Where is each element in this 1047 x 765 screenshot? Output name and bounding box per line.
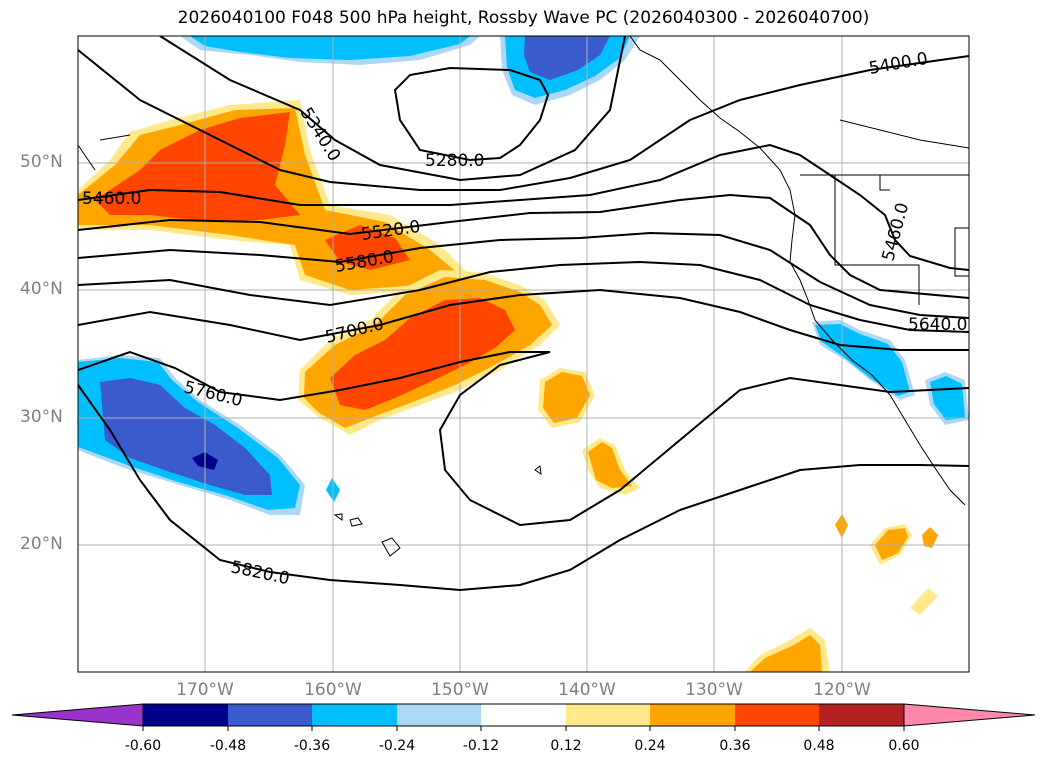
positive-anomaly-region [922,527,938,548]
contour-5400 [78,49,969,191]
contour-5760 [78,350,969,527]
lat-label: 40°N [20,279,63,299]
lon-label: 120°W [813,680,871,700]
colorbar-tick-label: -0.36 [293,738,331,754]
colorbar-tick-label: -0.60 [124,738,162,754]
contour-5280 [393,66,550,162]
colorbar-segment [735,704,819,726]
colorbar-tick-label: -0.12 [462,738,500,754]
colorbar-extend-right [903,703,1036,727]
height-contours [78,36,969,592]
colorbar-extend-left [11,703,144,727]
colorbar-tick-label: 0.12 [550,738,582,754]
positive-anomaly-region [588,442,632,488]
negative-anomaly-region [100,378,272,495]
lat-label: 20°N [20,534,63,554]
colorbar-tick-label: 0.24 [634,738,666,754]
contour-label: 5460.0 [82,189,141,209]
colorbar-segment [481,704,566,726]
positive-anomaly-region [875,528,908,560]
lon-label: 170°W [176,680,234,700]
contour-5820 [78,384,969,592]
map-title: 2026040100 F048 500 hPa height, Rossby W… [177,8,870,28]
contour-label: 5280.0 [425,151,484,171]
negative-anomaly-region [815,324,910,396]
contour-5460 [78,143,969,271]
contour-5580 [78,231,969,319]
colorbar-segment [228,704,312,726]
colorbar-segment [650,704,735,726]
negative-anomaly-region [524,36,610,80]
lon-label: 130°W [685,680,743,700]
positive-anomaly-region [543,372,590,423]
colorbar-segment [819,704,904,726]
colorbar [11,703,1036,731]
contour-5340 [159,36,626,182]
lat-label: 50°N [20,152,63,172]
colorbar-segment [566,704,650,726]
contour-5520 [78,193,969,299]
positive-anomaly-region [910,588,938,615]
positive-anomaly-region [750,635,822,672]
colorbar-tick-label: 0.48 [803,738,835,754]
colorbar-tick-label: -0.48 [209,738,247,754]
colorbar-segment [312,704,397,726]
contour-5700 [78,288,969,351]
contour-label: 5640.0 [908,315,967,335]
colorbar-tick-label: 0.60 [888,738,920,754]
positive-anomaly-region [325,225,410,270]
lon-label: 160°W [304,680,362,700]
colorbar-tick-label: 0.36 [719,738,751,754]
lon-label: 140°W [558,680,616,700]
lat-label: 30°N [20,407,63,427]
map-border [77,35,970,673]
positive-anomaly-region [95,112,300,222]
colorbar-segment [143,704,228,726]
colorbar-tick-label: -0.24 [378,738,416,754]
negative-anomaly-region [190,36,470,60]
map-area: 5460.0 5340.0 5280.0 5400.0 5520.0 5580.… [78,36,969,672]
contour-5640 [78,260,969,333]
colorbar-segment [397,704,481,726]
negative-anomaly-region [930,376,965,420]
lon-label: 150°W [431,680,489,700]
